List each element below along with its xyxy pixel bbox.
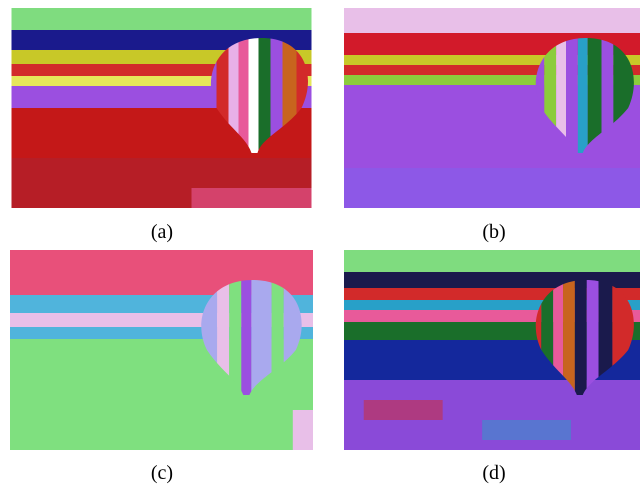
- panel-label: (d): [344, 462, 640, 485]
- figure: (a) (b): [0, 0, 640, 486]
- panel-label: (b): [344, 221, 640, 244]
- panel-label: (c): [12, 462, 312, 485]
- segmentation-image: [344, 8, 640, 208]
- segmentation-image: [10, 8, 313, 208]
- panel-label: (a): [12, 221, 312, 244]
- segmentation-image: [10, 250, 313, 450]
- segmentation-image: [344, 250, 640, 450]
